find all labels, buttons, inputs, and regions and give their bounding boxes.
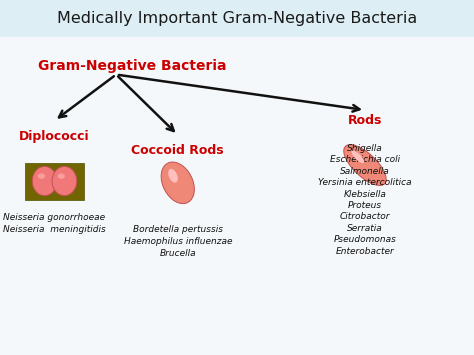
Text: Neisseria gonorrhoeae
Neisseria  meningitidis: Neisseria gonorrhoeae Neisseria meningit… [3, 213, 106, 234]
Ellipse shape [352, 151, 364, 163]
Text: Rods: Rods [348, 114, 382, 127]
Text: Shigella
Escherichia coli
Salmonella
Yersinia entercolitica
Klebsiella
Proteus
C: Shigella Escherichia coli Salmonella Yer… [318, 144, 412, 256]
Ellipse shape [52, 166, 77, 196]
FancyBboxPatch shape [25, 163, 84, 200]
Text: Gram-Negative Bacteria: Gram-Negative Bacteria [38, 59, 227, 73]
Ellipse shape [38, 174, 45, 179]
Text: Medically Important Gram-Negative Bacteria: Medically Important Gram-Negative Bacter… [57, 11, 417, 26]
Text: Diplococci: Diplococci [19, 130, 90, 143]
Ellipse shape [32, 166, 57, 196]
Ellipse shape [58, 174, 65, 179]
Text: Bordetella pertussis
Haemophilus influenzae
Brucella: Bordetella pertussis Haemophilus influen… [124, 225, 232, 258]
FancyBboxPatch shape [0, 0, 474, 37]
Text: Coccoid Rods: Coccoid Rods [131, 144, 224, 157]
Ellipse shape [168, 169, 178, 182]
Ellipse shape [344, 145, 386, 185]
Ellipse shape [161, 162, 194, 204]
